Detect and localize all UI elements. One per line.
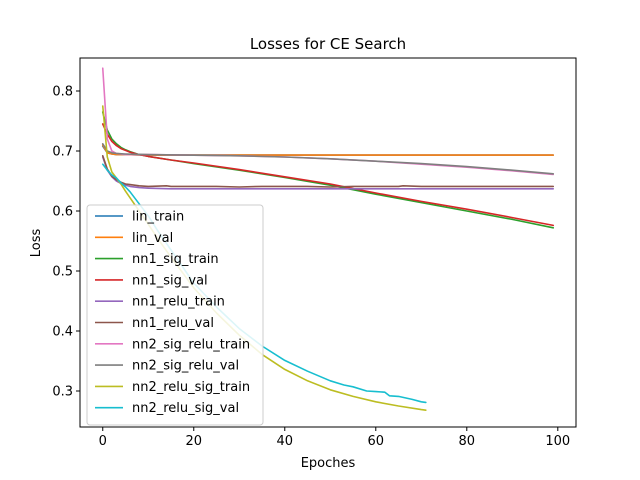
legend-box (86, 204, 264, 426)
y-tick-label: 0.6 (52, 205, 73, 220)
chart-title: Losses for CE Search (250, 35, 406, 53)
series-line-nn2-sig-relu-val (101, 143, 555, 175)
y-tick-label: 0.8 (52, 85, 73, 100)
legend-label: lin_train (132, 210, 184, 225)
legend-label: nn1_sig_val (132, 273, 208, 288)
x-tick-label: 20 (185, 434, 202, 449)
x-tick-label: 0 (99, 434, 107, 449)
x-tick-label: 80 (459, 434, 476, 449)
x-axis-ticks: 0 20 40 60 80 100 (99, 427, 570, 449)
legend-label: nn1_sig_train (132, 252, 219, 267)
y-axis-ticks: 0.3 0.4 0.5 0.6 0.7 0.8 (52, 85, 80, 400)
series-line-nn1-sig-val (101, 123, 555, 227)
y-tick-label: 0.5 (52, 265, 73, 280)
x-axis-label: Epoches (301, 456, 356, 471)
axes-frame (79, 57, 577, 428)
series-line-nn1-relu-val (101, 155, 555, 188)
legend-label: nn1_relu_train (132, 295, 225, 310)
legend-label: nn2_relu_sig_val (132, 401, 239, 416)
y-tick-label: 0.3 (52, 385, 73, 400)
legend-label: nn2_sig_relu_train (132, 337, 250, 352)
legend-label: lin_val (132, 231, 173, 246)
y-tick-label: 0.4 (52, 325, 73, 340)
legend-label: nn2_sig_relu_val (132, 359, 239, 374)
y-tick-label: 0.7 (52, 145, 73, 160)
legend: lin_train lin_val nn1_sig_train nn1_sig_val… (86, 204, 264, 426)
legend-label: nn1_relu_val (132, 316, 214, 331)
x-tick-label: 40 (276, 434, 293, 449)
legend-label: nn2_relu_sig_train (132, 380, 250, 395)
y-axis-label: Loss (29, 229, 44, 258)
x-tick-label: 100 (545, 434, 570, 449)
x-tick-label: 60 (368, 434, 385, 449)
